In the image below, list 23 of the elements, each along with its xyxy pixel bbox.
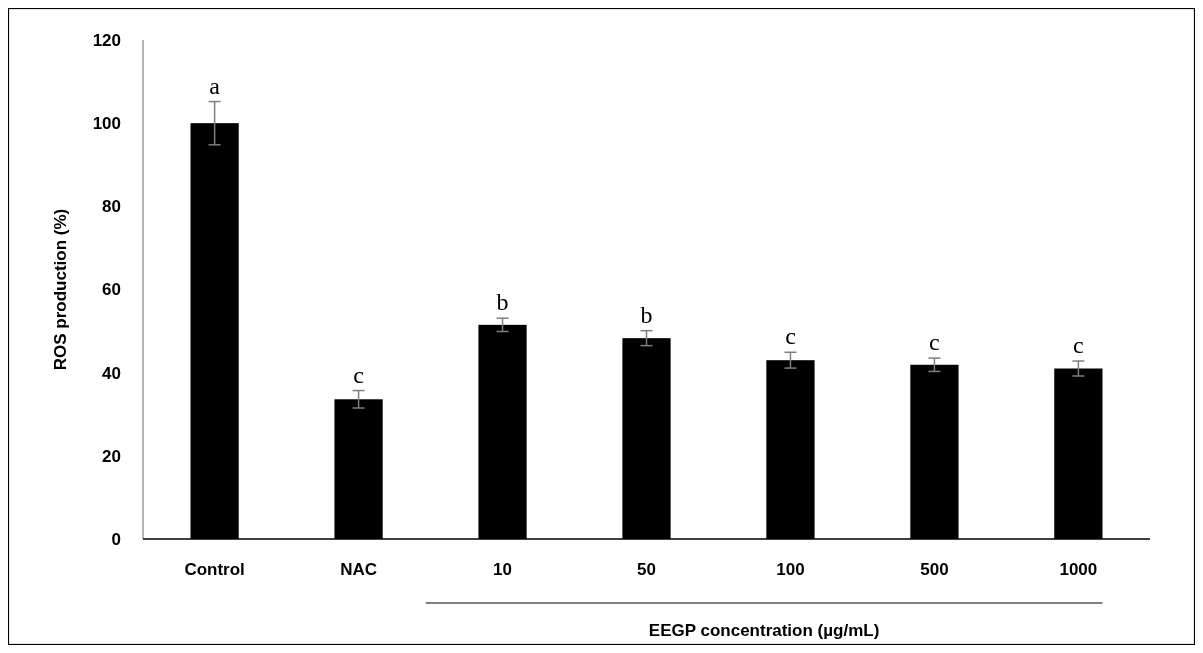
y-tick-label: 120: [92, 30, 121, 50]
x-axis-title: EEGP concentration (µg/mL): [648, 621, 880, 640]
x-tick-label: 500: [920, 560, 949, 579]
y-tick-label: 40: [102, 363, 121, 383]
x-tick-label: 50: [637, 560, 656, 579]
x-tick-label: 1000: [1059, 560, 1098, 579]
x-tick-label: Control: [184, 560, 245, 579]
y-tick-label: 0: [111, 529, 121, 549]
x-tick-label: NAC: [340, 560, 377, 579]
y-tick-label: 100: [92, 114, 121, 134]
y-tick-label: 20: [102, 446, 121, 466]
annotation: c: [929, 329, 940, 356]
x-tick-label: 10: [493, 560, 512, 579]
annotation: a: [209, 72, 221, 99]
y-axis-title: ROS production (%): [51, 208, 70, 371]
annotation: b: [496, 289, 509, 316]
annotation: b: [640, 301, 653, 328]
annotation: c: [785, 323, 796, 350]
y-tick-label: 80: [102, 197, 121, 217]
x-tick-label: 100: [776, 560, 805, 579]
y-tick-label: 60: [102, 280, 121, 300]
annotation: c: [1073, 332, 1084, 359]
annotation: c: [353, 361, 364, 388]
